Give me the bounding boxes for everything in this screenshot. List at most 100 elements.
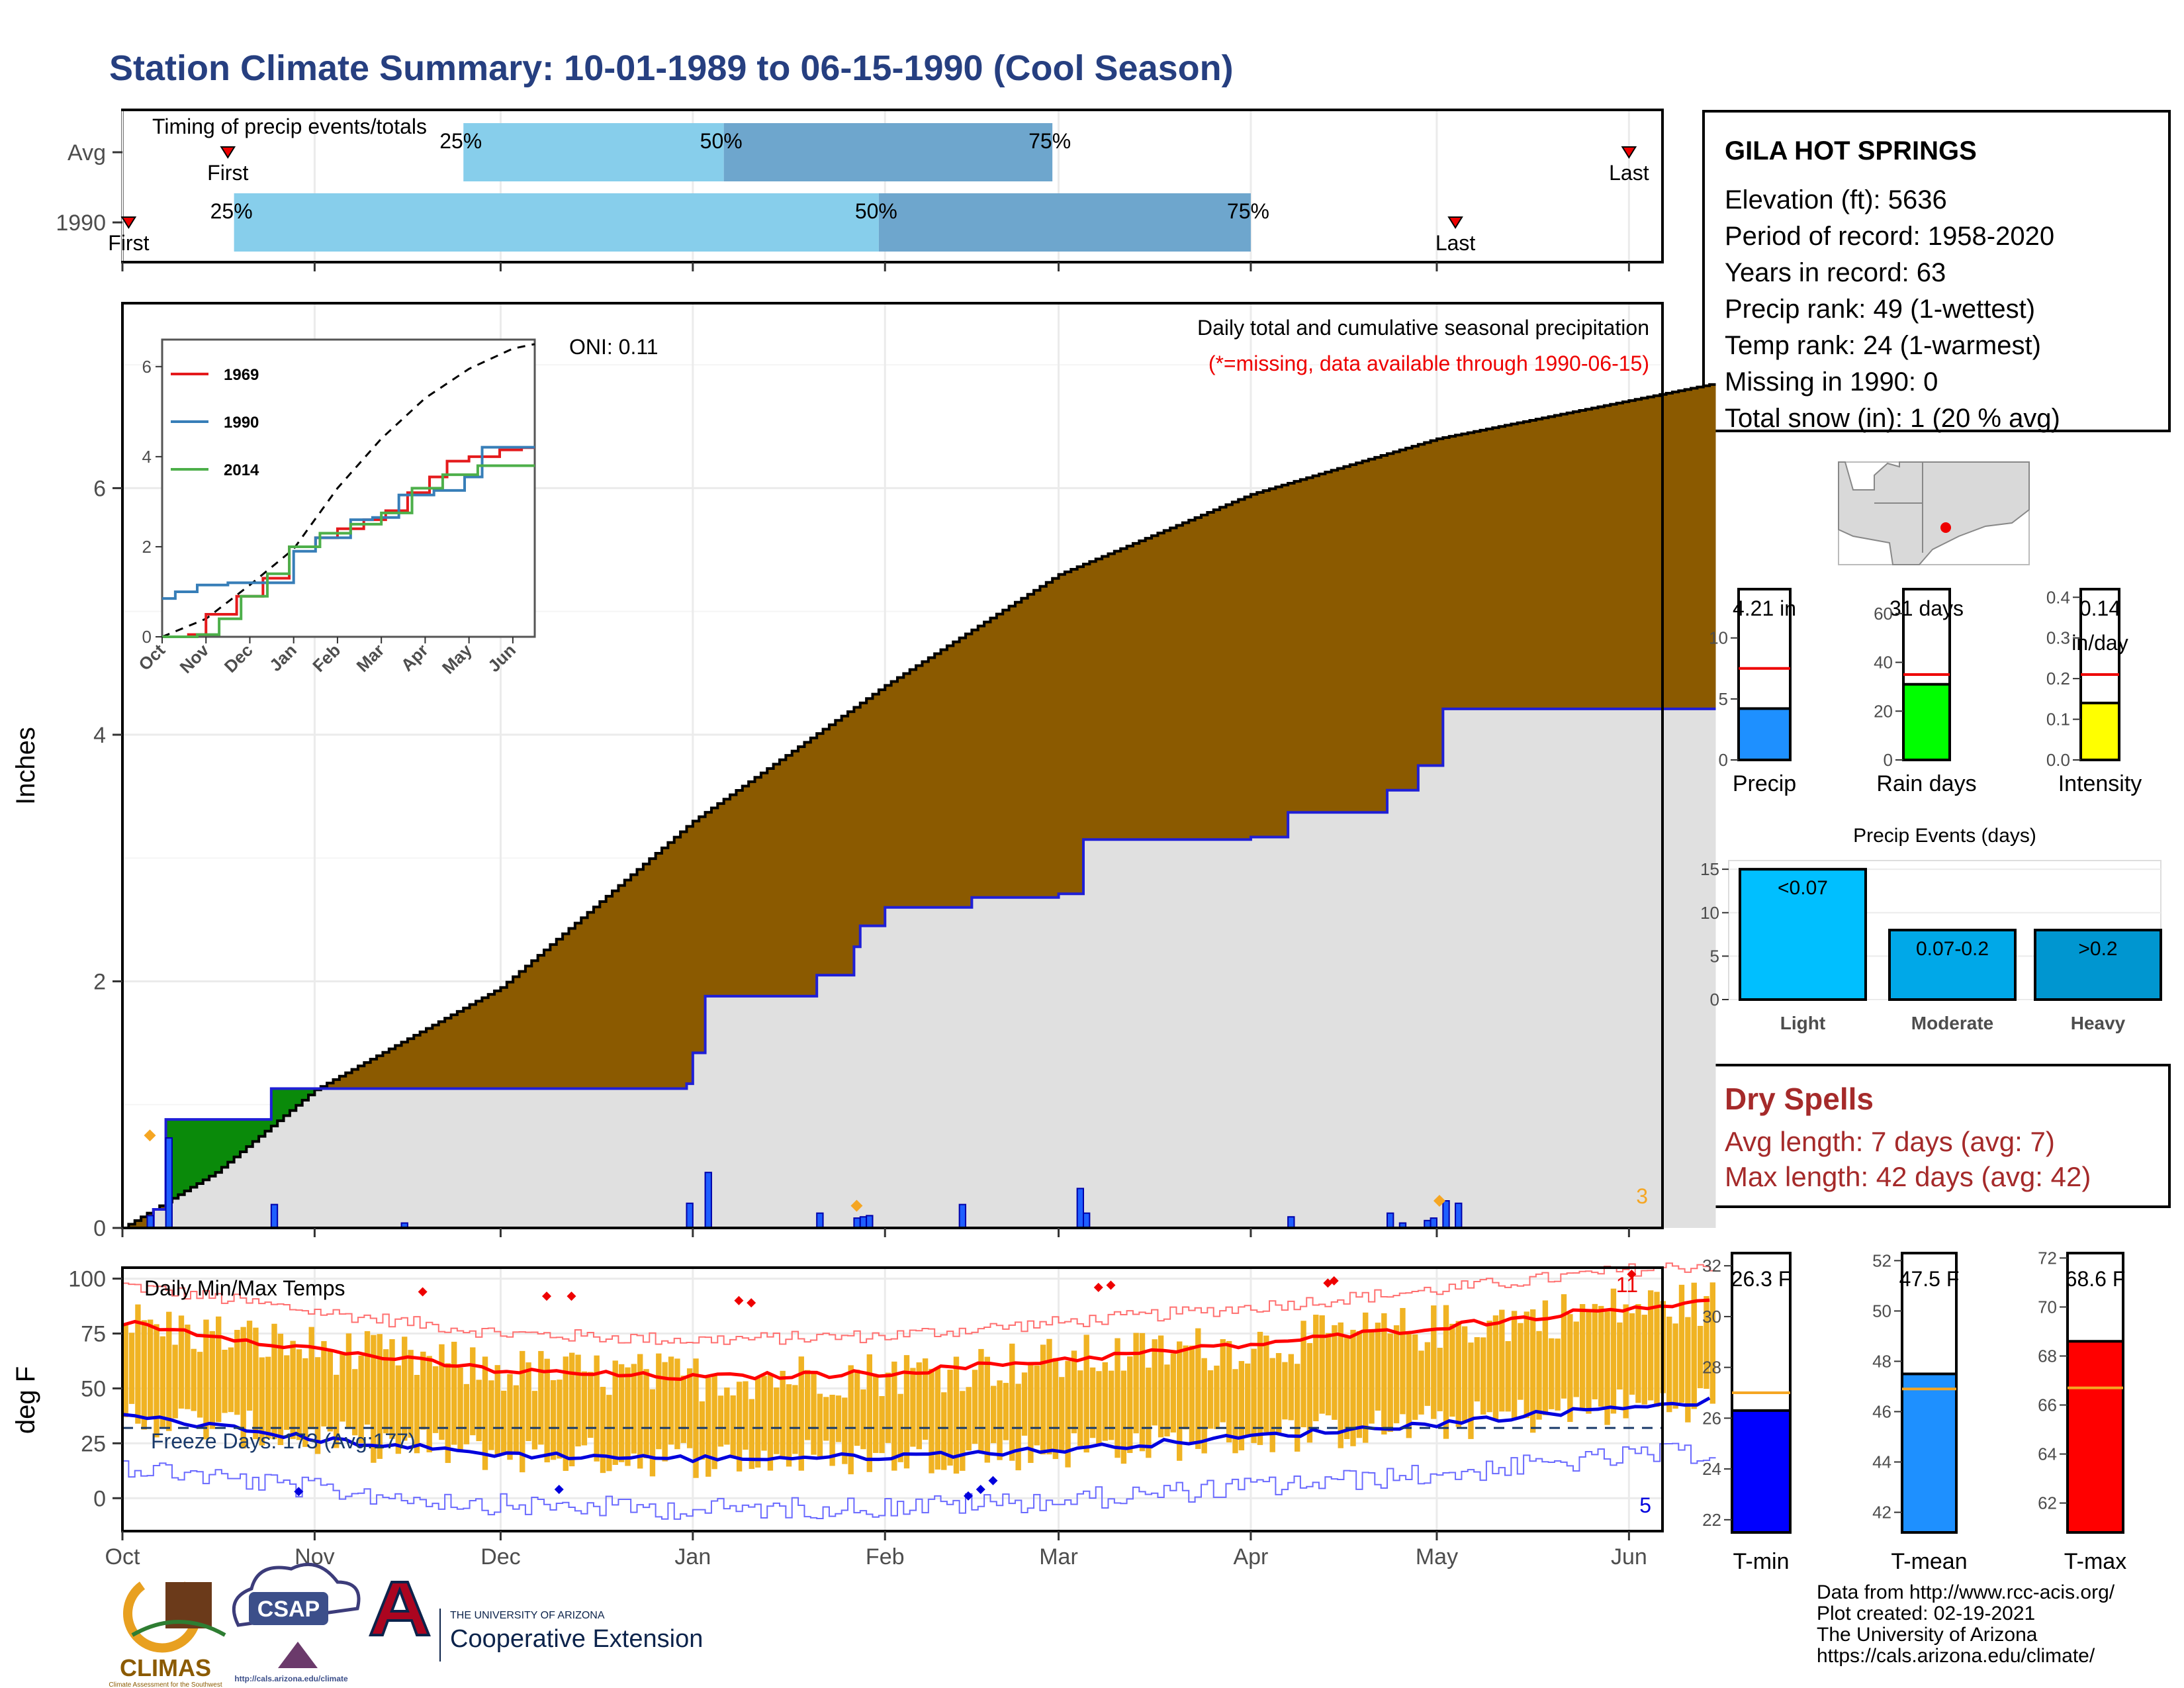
daily-temp-bar: [1077, 1370, 1083, 1446]
timing-row-label: 1990: [56, 211, 106, 236]
daily-temp-bar: [1263, 1335, 1269, 1432]
station-location-dot: [1940, 522, 1951, 533]
daily-temp-bar: [178, 1315, 185, 1409]
daily-temp-bar: [997, 1380, 1003, 1460]
daily-temp-bar: [686, 1368, 693, 1448]
station-info-box: GILA HOT SPRINGS Elevation (ft): 5636 Pe…: [1702, 110, 2171, 433]
daily-temp-bar: [1598, 1305, 1604, 1407]
inset-background: [162, 340, 535, 637]
daily-temp-bar: [1505, 1340, 1511, 1412]
daily-temp-bar: [1226, 1340, 1232, 1442]
daily-temp-bar: [643, 1369, 649, 1458]
daily-temp-bar: [990, 1385, 997, 1444]
average-cumulative-line: [122, 383, 1716, 1229]
daily-temp-bar: [885, 1372, 891, 1443]
daily-temp-bar: [705, 1377, 711, 1477]
daily-precip-bar: [866, 1215, 874, 1229]
daily-temp-bar: [216, 1316, 222, 1423]
inset-series-2014: [162, 464, 535, 638]
intensity-y-tick-label: 0.4: [2046, 587, 2070, 607]
climas-logo-text: CLIMAS: [120, 1654, 211, 1681]
daily-temp-bar: [240, 1327, 246, 1449]
daily-temp-bar: [891, 1361, 897, 1471]
daily-temp-bar: [544, 1358, 550, 1463]
station-elevation: Elevation (ft): 5636: [1725, 185, 1947, 214]
daily-temp-bar: [1691, 1282, 1697, 1409]
daily-temp-bar: [197, 1352, 203, 1418]
daily-temp-bar: [1524, 1311, 1529, 1419]
daily-temp-bar: [947, 1370, 953, 1466]
daily-temp-bar: [1561, 1294, 1567, 1399]
record-high-marker: [734, 1295, 744, 1305]
daily-temp-bar: [1393, 1325, 1400, 1424]
precip-axis-label: Precip: [1733, 771, 1796, 796]
events-y-tick-label: 10: [1700, 903, 1719, 923]
daily-temp-bar: [984, 1356, 990, 1463]
daily-temp-bar: [575, 1354, 581, 1447]
credits: Data from http://www.rcc-acis.org/ Plot …: [1817, 1582, 2115, 1667]
tmean-y-tick-label: 46: [1872, 1402, 1891, 1422]
daily-temp-bar: [618, 1364, 625, 1462]
tmax-y-tick-label: 64: [2038, 1444, 2057, 1464]
daily-temp-bar: [1158, 1335, 1164, 1438]
precip-value-label: 4.21 in: [1733, 596, 1796, 620]
daily-temp-bar: [1709, 1282, 1716, 1404]
daily-temp-bar: [1468, 1342, 1474, 1439]
daily-temp-bar: [910, 1368, 916, 1447]
daily-temp-bar: [1486, 1321, 1492, 1413]
daily-temp-bar: [1102, 1362, 1108, 1441]
daily-precip-bar: [704, 1172, 712, 1229]
daily-temp-bar: [408, 1350, 414, 1438]
dry-spells-max: Max length: 42 days (avg: 42): [1725, 1161, 2091, 1192]
tmax-axis-label: T-max: [2064, 1549, 2126, 1574]
temp-y-tick-label: 50: [81, 1376, 106, 1401]
daily-temp-bar: [1492, 1315, 1499, 1420]
inset-y-tick-label: 2: [142, 537, 152, 557]
daily-temp-bar: [358, 1355, 364, 1444]
daily-temp-bar: [1306, 1342, 1313, 1443]
timing-avg-50-75-bar: [723, 123, 1053, 181]
precip-frame: [121, 302, 1664, 1229]
daily-temp-bar: [1400, 1307, 1406, 1415]
timing-avg-75-label: 75%: [1028, 129, 1071, 153]
csap-url: http://cals.arizona.edu/climate: [234, 1674, 348, 1683]
daily-temp-bar: [1183, 1345, 1189, 1430]
daily-temp-bar: [488, 1380, 494, 1450]
daily-temp-bar: [1443, 1305, 1449, 1439]
hot-day-count: 11: [1616, 1273, 1638, 1297]
daily-temp-bar: [296, 1349, 302, 1440]
station-years: Years in record: 63: [1725, 258, 1946, 287]
daily-temp-bar: [1189, 1345, 1195, 1444]
daily-temp-bar: [1238, 1361, 1245, 1450]
precip-y-tick-label: 2: [93, 969, 106, 994]
daily-temp-bar: [966, 1387, 972, 1451]
actual-cumulative-line: [122, 707, 1716, 1229]
precip-note: Daily total and cumulative seasonal prec…: [1197, 316, 1649, 340]
daily-temp-bar: [693, 1358, 699, 1478]
timing-avg-50-label: 50%: [700, 129, 743, 153]
daily-temp-bar: [1232, 1369, 1238, 1454]
inset-frame: [161, 338, 536, 638]
daily-temp-bar: [557, 1380, 563, 1459]
station-name: GILA HOT SPRINGS: [1725, 136, 1977, 165]
month-axis-label: Jun: [1611, 1544, 1647, 1570]
daily-temp-bar: [1431, 1305, 1437, 1419]
tmax-y-tick-label: 66: [2038, 1395, 2057, 1415]
state-map: [1838, 461, 2030, 565]
daily-temp-bar: [792, 1385, 798, 1454]
daily-temp-bar: [1350, 1329, 1356, 1446]
daily-temp-bar: [271, 1323, 277, 1440]
daily-temp-bar: [1461, 1326, 1468, 1421]
station-total-snow: Total snow (in): 1 (20 % avg): [1725, 404, 2060, 433]
inset-average-line: [161, 343, 535, 638]
record-low-marker: [988, 1476, 998, 1485]
daily-temp-bar: [1647, 1290, 1654, 1401]
daily-temp-bar: [1108, 1370, 1115, 1440]
daily-temp-bar: [1146, 1368, 1152, 1458]
daily-temp-bar: [625, 1367, 631, 1466]
daily-temp-bar: [929, 1368, 934, 1474]
tmax-y-tick-label: 62: [2038, 1493, 2057, 1513]
